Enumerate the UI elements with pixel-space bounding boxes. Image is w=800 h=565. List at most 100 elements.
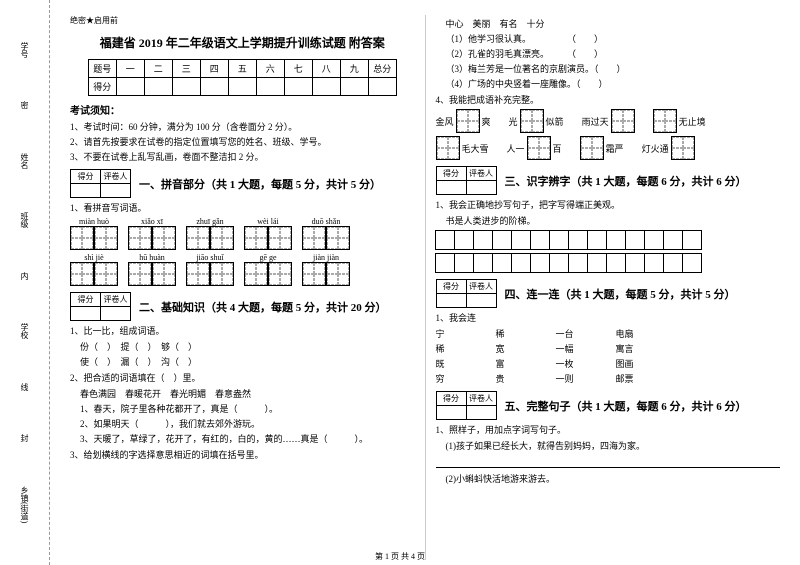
item: （3）梅兰芳是一位著名的京剧演员。（ ）	[446, 62, 781, 75]
match-cell: 穷	[436, 372, 496, 385]
score-header: 三	[172, 60, 200, 78]
binding-mark: 封	[19, 434, 30, 442]
match-cell: 稀	[436, 342, 496, 355]
question: 4、我能把成语补充完整。	[436, 93, 781, 106]
tian-grid	[671, 136, 695, 160]
match-cell: 富	[496, 357, 556, 370]
writing-grid	[436, 230, 781, 250]
match-cell: 电扇	[616, 327, 676, 340]
match-cell: 邮票	[616, 372, 676, 385]
grid-cell	[454, 253, 474, 273]
score-header: 八	[312, 60, 340, 78]
options: 春色满园 春暖花开 春光明媚 春意盎然	[80, 387, 415, 400]
grid-cell	[568, 230, 588, 250]
idiom-item: 无止境	[653, 109, 706, 133]
mini-h: 得分	[436, 392, 466, 406]
match-cell: 稀	[496, 327, 556, 340]
mini-score: 得分评卷人	[70, 292, 131, 321]
score-cell	[284, 78, 312, 96]
grid-cell	[682, 230, 702, 250]
grid-cell	[644, 253, 664, 273]
pinyin-item: zhuī gǎn	[186, 217, 234, 250]
mini-score: 得分评卷人	[436, 166, 497, 195]
binding-label: 学号	[19, 42, 30, 58]
question: 1、比一比，组成词语。	[70, 324, 415, 337]
tian-grid	[326, 262, 350, 286]
tian-grid	[302, 262, 326, 286]
tian-grid	[326, 226, 350, 250]
score-header: 六	[256, 60, 284, 78]
binding-mark: 密	[19, 101, 30, 109]
item: （4）广场的中央竖着一座雕像。（ ）	[446, 77, 781, 90]
mini-score: 得分评卷人	[436, 279, 497, 308]
tian-grid	[580, 136, 604, 160]
tian-grid	[611, 109, 635, 133]
tian-grid	[268, 226, 292, 250]
grid-cell	[549, 230, 569, 250]
score-cell: 得分	[88, 78, 116, 96]
copy-text: 书是人类进步的阶梯。	[446, 214, 781, 227]
grid-cell	[663, 253, 683, 273]
match-cell: 一幅	[556, 342, 616, 355]
match-cell: 图画	[616, 357, 676, 370]
pinyin-item: xiǎo xī	[128, 217, 176, 250]
secret-label: 绝密★启用前	[70, 15, 415, 26]
idiom-item: 雨过天	[582, 109, 635, 133]
score-header: 总分	[368, 60, 396, 78]
pinyin-item: hū huàn	[128, 253, 176, 286]
tian-grid	[210, 262, 234, 286]
pinyin-item: gē ge	[244, 253, 292, 286]
binding-label: 班级	[19, 212, 30, 228]
idiom-item: 毛大雪	[436, 136, 489, 160]
score-cell	[368, 78, 396, 96]
tian-grid	[128, 226, 152, 250]
tian-grid	[244, 226, 268, 250]
exam-title: 福建省 2019 年二年级语文上学期提升训练试题 附答案	[70, 34, 415, 51]
tian-grid	[94, 226, 118, 250]
score-cell	[340, 78, 368, 96]
section-title: 三、识字辨字（共 1 大题，每题 6 分，共计 6 分）	[505, 173, 747, 189]
tian-grid	[152, 226, 176, 250]
grid-cell	[454, 230, 474, 250]
pinyin-item: duō shǎn	[302, 217, 350, 250]
question: 2、把合适的词语填在（ ）里。	[70, 371, 415, 384]
pinyin-item: jiàn jiàn	[302, 253, 350, 286]
binding-margin: 学号 密 姓名 班级 内 学校 线 封 乡镇(街道)	[0, 0, 50, 565]
grid-cell	[625, 230, 645, 250]
score-table: 题号一二三四五六七八九总分 得分	[88, 59, 397, 96]
grid-cell	[587, 230, 607, 250]
question: 1、我会正确地抄写句子，把字写得端正美观。	[436, 198, 781, 211]
line: 2、如果明天（ ），我们就去郊外游玩。	[80, 417, 415, 430]
tian-grid	[152, 262, 176, 286]
tian-grid	[128, 262, 152, 286]
line: (1)孩子如果已经长大，就得告别妈妈，四海为家。	[446, 439, 781, 452]
grid-cell	[435, 230, 455, 250]
writing-grid	[436, 253, 781, 273]
score-cell	[256, 78, 284, 96]
tian-grid	[302, 226, 326, 250]
match-cell: 一枚	[556, 357, 616, 370]
score-cell	[144, 78, 172, 96]
idiom-item: 霜严	[580, 136, 624, 160]
section-title: 五、完整句子（共 1 大题，每题 6 分，共计 6 分）	[505, 398, 747, 414]
score-cell	[116, 78, 144, 96]
pinyin-item: miàn huò	[70, 217, 118, 250]
tian-grid	[244, 262, 268, 286]
mini-h: 评卷人	[101, 293, 131, 307]
pinyin-item: shì jiè	[70, 253, 118, 286]
question: 3、给划横线的字选择意思相近的词填在括号里。	[70, 448, 415, 461]
match-cell: 寓言	[616, 342, 676, 355]
grid-cell	[511, 230, 531, 250]
tian-grid	[520, 109, 544, 133]
item: （1）他学习很认真。 （ ）	[446, 32, 781, 45]
grid-cell	[473, 230, 493, 250]
right-column: 中心 美丽 有名 十分 （1）他学习很认真。 （ ） （2）孔雀的羽毛真漂亮。 …	[426, 15, 791, 560]
grid-cell	[625, 253, 645, 273]
tian-grid	[653, 109, 677, 133]
question: 1、看拼音写词语。	[70, 201, 415, 214]
notice-item: 2、请首先按要求在试卷的指定位置填写您的姓名、班级、学号。	[70, 135, 415, 148]
options: 中心 美丽 有名 十分	[446, 17, 781, 30]
score-header: 五	[228, 60, 256, 78]
mini-score: 得分评卷人	[436, 391, 497, 420]
match-row: 稀宽一幅寓言	[436, 342, 781, 355]
